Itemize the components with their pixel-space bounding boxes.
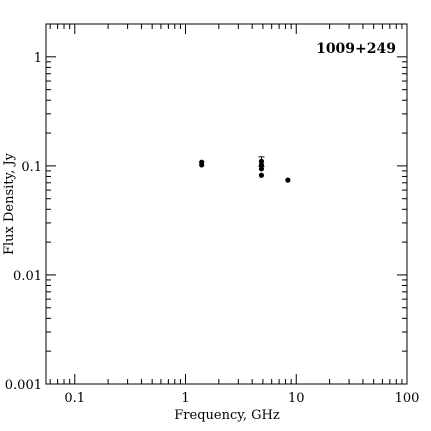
y-tick-label: 0.01 <box>13 269 42 284</box>
y-tick-label: 0.1 <box>21 160 42 175</box>
x-tick-label: 100 <box>395 391 420 406</box>
plot-frame <box>45 23 408 385</box>
y-tick-label: 1 <box>34 51 42 66</box>
axis-ticks <box>46 23 408 385</box>
y-tick-label: 0.001 <box>5 378 42 393</box>
data-point <box>258 158 265 164</box>
x-tick-label: 0.1 <box>64 391 85 406</box>
y-axis-label: Flux Density, Jy <box>2 152 17 255</box>
data-points <box>199 158 291 183</box>
x-tick-label: 10 <box>288 391 305 406</box>
x-axis-label: Frequency, GHz <box>174 408 280 423</box>
x-tick-label: 1 <box>181 391 189 406</box>
data-point <box>258 162 265 168</box>
chart-title: 1009+249 <box>316 41 396 57</box>
data-point <box>199 162 205 168</box>
tick-labels: 0.1 1 10 100 0.001 0.01 0.1 1 <box>5 51 420 406</box>
data-point <box>258 172 265 178</box>
data-point <box>285 177 291 183</box>
data-point <box>258 166 265 172</box>
